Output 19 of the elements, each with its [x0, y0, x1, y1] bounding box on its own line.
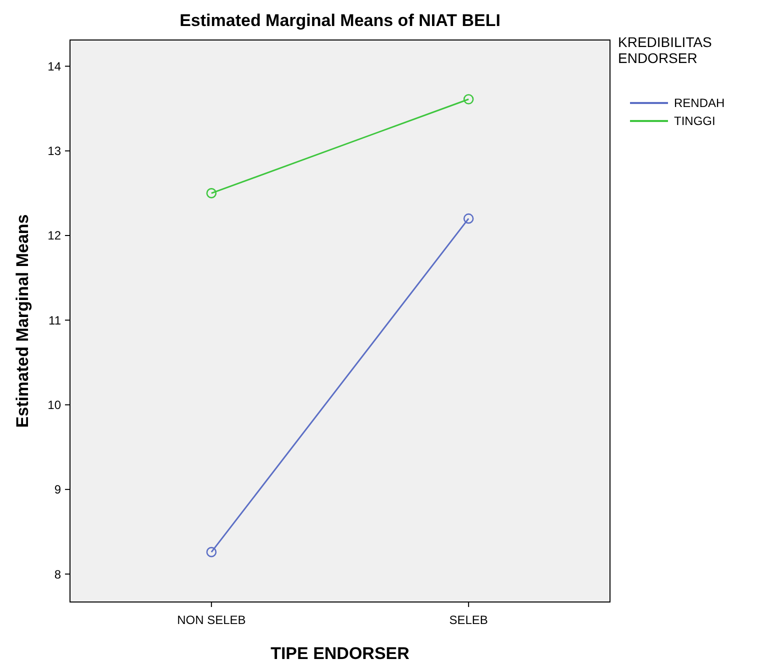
y-tick-label: 10 — [48, 398, 62, 412]
point — [463, 213, 474, 224]
y-tick-label: 13 — [48, 144, 62, 158]
legend-label: RENDAH — [674, 96, 725, 110]
point — [206, 546, 217, 558]
y-tick-label: 11 — [48, 313, 62, 328]
x-axis-title: TIPE ENDORSER — [270, 644, 410, 663]
point — [206, 188, 217, 198]
y-tick-label: 12 — [48, 228, 62, 243]
legend-label: TINGGI — [674, 114, 716, 128]
y-axis-title: Estimated Marginal Means — [13, 214, 32, 428]
y-tick-label: 14 — [48, 59, 62, 74]
point — [463, 94, 474, 104]
legend-title: KREDIBILITAS ENDORSER — [618, 34, 712, 66]
y-tick-label: 9 — [54, 482, 62, 497]
y-tick-label: 8 — [54, 567, 62, 582]
x-tick-label: NON SELEB — [177, 613, 246, 627]
x-tick-label: SELEB — [449, 613, 488, 627]
chart-title: Estimated Marginal Means of NIAT BELI — [180, 11, 500, 30]
